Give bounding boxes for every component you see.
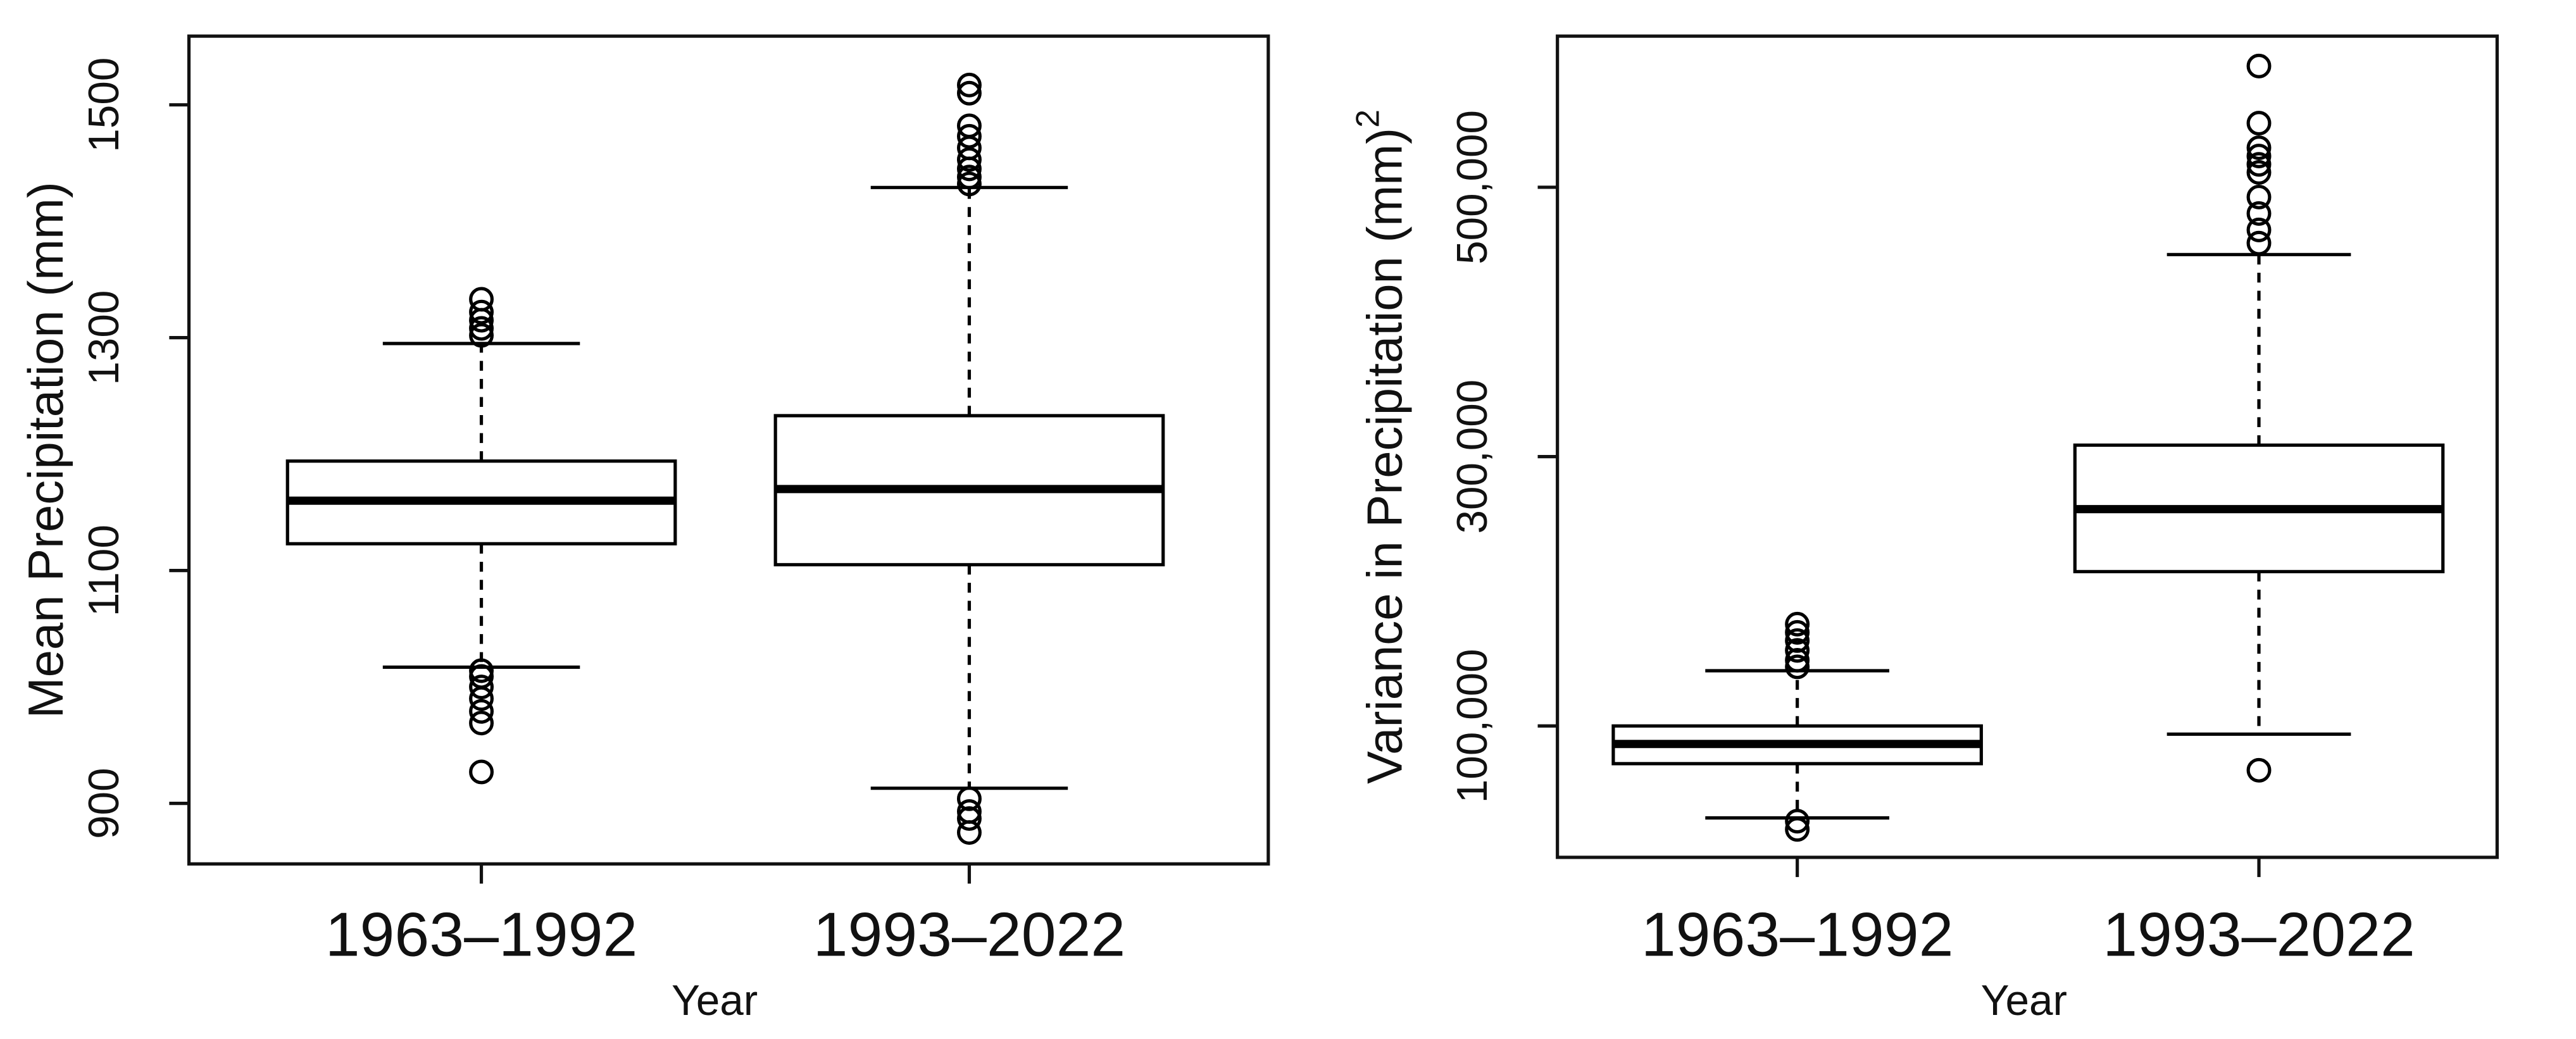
outlier bbox=[469, 759, 494, 785]
outlier bbox=[469, 323, 494, 348]
outlier bbox=[2246, 53, 2272, 78]
y-axis-label-text: Mean Precipitation (mm) bbox=[18, 182, 73, 718]
outlier bbox=[956, 123, 982, 149]
plot-frame bbox=[1556, 34, 2499, 859]
outlier bbox=[469, 299, 494, 325]
y-tick-label: 1500 bbox=[80, 58, 128, 152]
x-tick-label: 1963–1992 bbox=[325, 900, 638, 969]
y-tick-label: 100,000 bbox=[1449, 649, 1496, 803]
outlier bbox=[469, 686, 494, 711]
y-axis-label-text: Variance in Precipitation (mm) bbox=[1358, 128, 1412, 784]
outlier bbox=[956, 72, 982, 97]
y-tick-label: 300,000 bbox=[1449, 380, 1496, 534]
outlier bbox=[956, 820, 982, 845]
outlier bbox=[956, 165, 982, 190]
y-tick-label: 500,000 bbox=[1449, 110, 1496, 264]
outlier bbox=[469, 316, 494, 341]
outlier bbox=[2246, 217, 2272, 242]
outlier bbox=[1785, 809, 1810, 834]
outlier bbox=[1785, 638, 1810, 663]
outlier bbox=[956, 806, 982, 831]
outlier bbox=[2246, 111, 2272, 136]
outlier bbox=[2246, 152, 2272, 177]
outlier bbox=[469, 308, 494, 333]
y-axis-label: Mean Precipitation (mm) bbox=[18, 182, 73, 718]
x-tick-label: 1963–1992 bbox=[1641, 900, 1954, 969]
outlier bbox=[956, 80, 982, 106]
outlier bbox=[1785, 628, 1810, 653]
y-axis-label: Variance in Precipitation (mm)2 bbox=[1349, 109, 1412, 784]
outlier bbox=[1785, 611, 1810, 637]
outlier bbox=[1785, 647, 1810, 673]
plot-frame bbox=[187, 34, 1270, 866]
outlier bbox=[2246, 757, 2272, 783]
outlier bbox=[2246, 184, 2272, 209]
outlier bbox=[1785, 654, 1810, 680]
x-tick-label: 1993–2022 bbox=[2103, 900, 2415, 969]
outlier bbox=[956, 171, 982, 197]
outlier bbox=[469, 699, 494, 724]
outlier bbox=[469, 711, 494, 736]
outlier bbox=[469, 675, 494, 700]
x-tick-label: 1993–2022 bbox=[813, 900, 1126, 969]
outlier bbox=[2246, 135, 2272, 161]
outlier bbox=[1785, 817, 1810, 842]
outlier bbox=[2246, 144, 2272, 168]
x-axis-label: Year bbox=[1981, 977, 2067, 1024]
y-axis-label-superscript: 2 bbox=[1349, 109, 1386, 128]
outlier bbox=[1785, 619, 1810, 645]
outlier bbox=[956, 147, 982, 172]
x-axis-label: Year bbox=[672, 977, 758, 1024]
outlier bbox=[2246, 160, 2272, 185]
y-tick-label: 1100 bbox=[80, 525, 128, 616]
outlier bbox=[956, 156, 982, 182]
outlier bbox=[2246, 230, 2272, 256]
outlier bbox=[2246, 201, 2272, 226]
y-tick-label: 1300 bbox=[80, 290, 128, 385]
y-tick-label: 900 bbox=[80, 768, 128, 839]
